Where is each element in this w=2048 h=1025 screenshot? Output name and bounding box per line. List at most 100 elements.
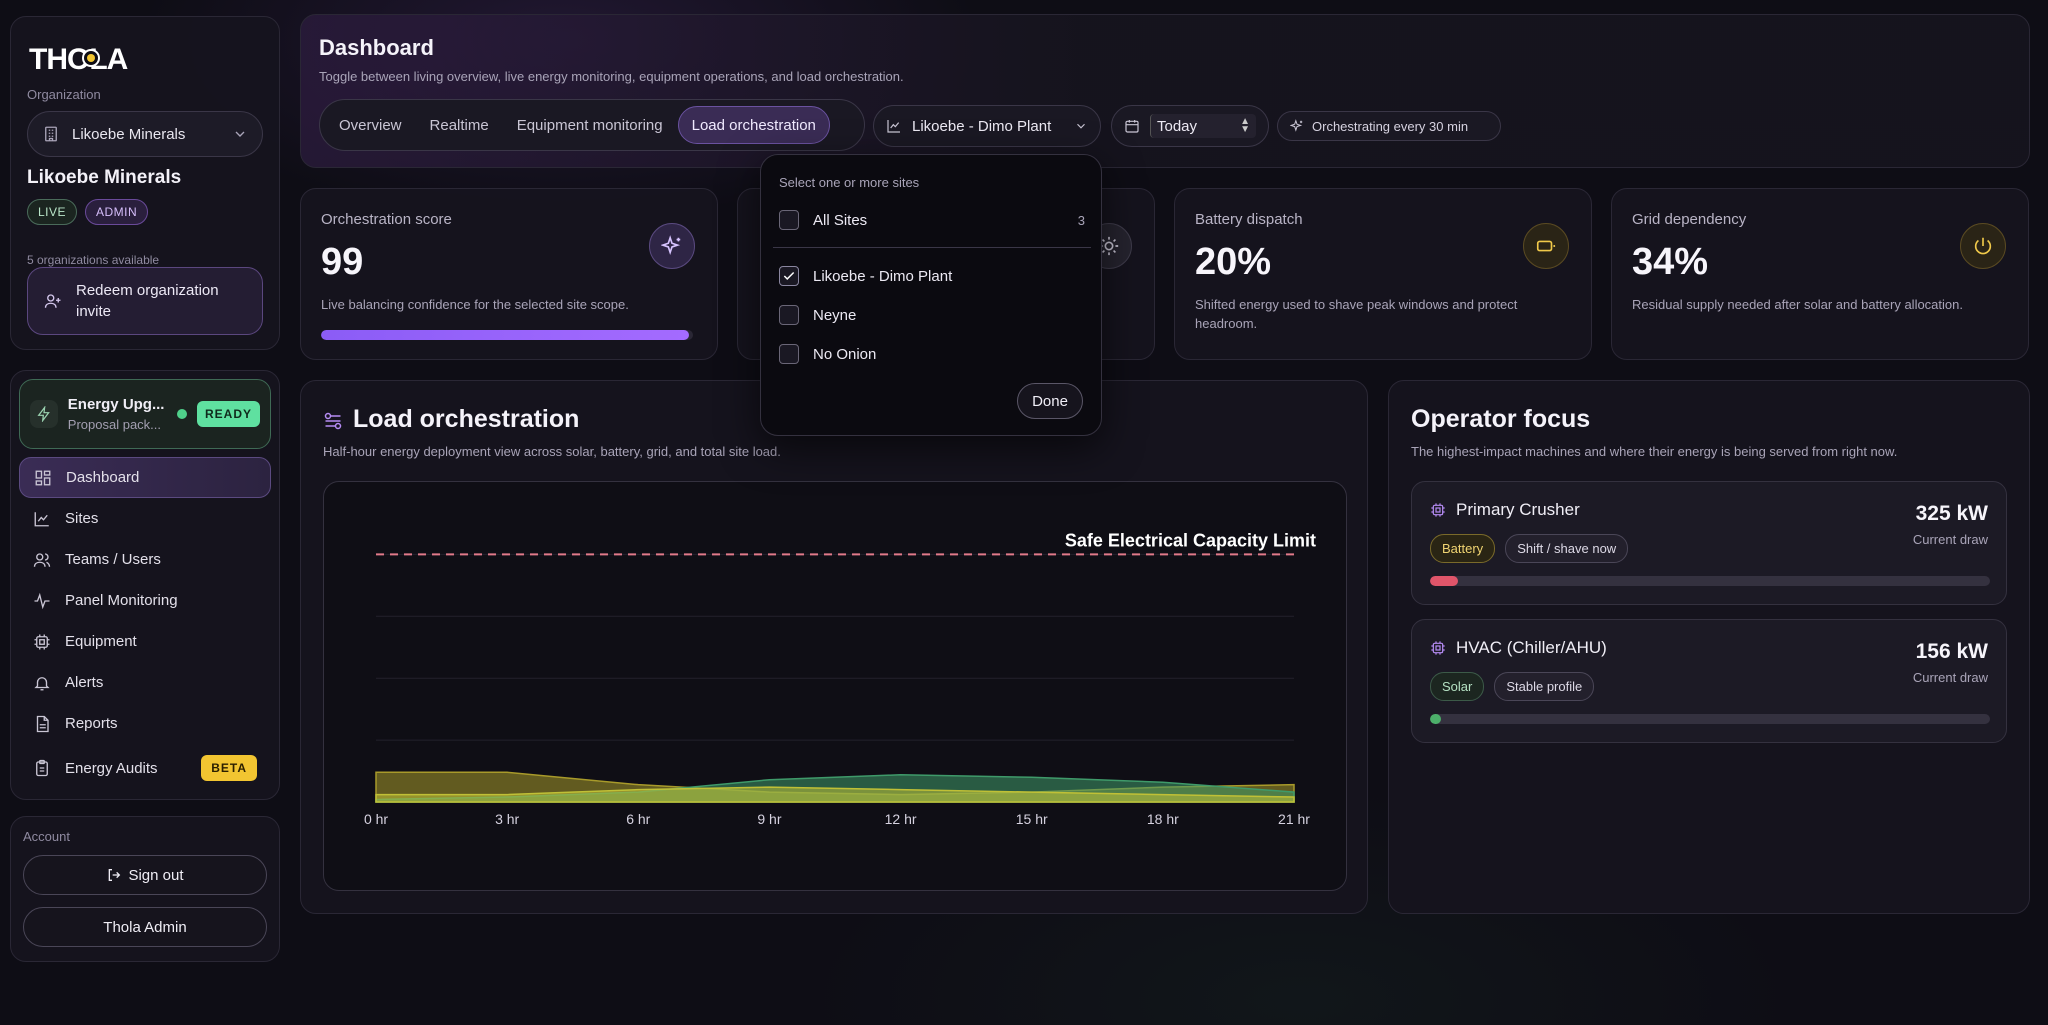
- done-button[interactable]: Done: [1017, 383, 1083, 419]
- kpi-value: 99: [321, 241, 364, 283]
- site-option-label: No Onion: [813, 345, 877, 363]
- action-tag: Stable profile: [1494, 672, 1595, 701]
- machine-draw-caption: Current draw: [1912, 532, 1988, 547]
- thola-logo[interactable]: THOLA: [29, 37, 149, 77]
- orchestration-score-bar: [321, 330, 693, 340]
- energy-upgrade-card[interactable]: Energy Upg... Proposal pack... READY: [19, 379, 271, 449]
- site-option-likoebe-dimo-plant[interactable]: Likoebe - Dimo Plant: [779, 261, 1085, 291]
- checkbox[interactable]: [779, 344, 799, 364]
- nav-item-label: Dashboard: [66, 469, 140, 486]
- kpi-description: Residual supply needed after solar and b…: [1632, 297, 1963, 312]
- organization-panel: THOLA Organization Likoebe Minerals Liko…: [10, 16, 280, 350]
- load-orchestration-panel: Load orchestration Half-hour energy depl…: [300, 380, 1368, 914]
- tab-realtime[interactable]: Realtime: [429, 116, 489, 134]
- machine-load-bar: [1430, 714, 1990, 724]
- bell-icon: [33, 674, 51, 692]
- nav-item-label: Reports: [65, 715, 118, 732]
- sign-out-button[interactable]: Sign out: [23, 855, 267, 895]
- capacity-limit-label: Safe Electrical Capacity Limit: [1065, 530, 1316, 550]
- clipboard-icon: [33, 759, 51, 777]
- nav-item-reports[interactable]: Reports: [19, 703, 271, 744]
- cpu-icon: [1430, 502, 1446, 518]
- nav-item-teams-users[interactable]: Teams / Users: [19, 539, 271, 580]
- site-select-value: Likoebe - Dimo Plant: [912, 117, 1052, 135]
- nav-item-equipment[interactable]: Equipment: [19, 621, 271, 662]
- ready-badge: READY: [196, 401, 260, 427]
- date-select[interactable]: Today ▲ ▼: [1111, 105, 1269, 147]
- activity-icon: [33, 592, 51, 610]
- date-select-value: Today: [1157, 117, 1198, 135]
- organization-select[interactable]: Likoebe Minerals: [27, 111, 263, 157]
- machine-card-hvac[interactable]: HVAC (Chiller/AHU) 156 kW Current draw S…: [1411, 619, 2007, 743]
- nav-item-label: Sites: [65, 510, 99, 527]
- site-option-neyne[interactable]: Neyne: [779, 300, 1085, 330]
- checkbox[interactable]: [779, 266, 799, 286]
- sparkles-icon: [1290, 119, 1304, 133]
- admin-badge: ADMIN: [85, 199, 149, 225]
- machine-draw-caption: Current draw: [1912, 670, 1988, 685]
- site-dropdown-heading: Select one or more sites: [779, 175, 920, 190]
- tab-equipment-monitoring[interactable]: Equipment monitoring: [516, 116, 663, 134]
- machine-card-primary-crusher[interactable]: Primary Crusher 325 kW Current draw Batt…: [1411, 481, 2007, 605]
- building-icon: [42, 125, 60, 143]
- load-orchestration-title: Load orchestration: [353, 405, 580, 433]
- file-icon: [33, 715, 51, 733]
- site-option-all[interactable]: All Sites 3: [779, 205, 1085, 235]
- date-select-field[interactable]: Today ▲ ▼: [1150, 114, 1256, 138]
- calendar-icon: [1124, 118, 1140, 134]
- operator-focus-title: Operator focus: [1411, 405, 1591, 433]
- nav-list: Dashboard Sites Teams / Users Panel Moni…: [19, 457, 271, 792]
- organization-select-value: Likoebe Minerals: [72, 125, 186, 143]
- site-option-label: All Sites: [813, 211, 868, 229]
- x-tick-label: 3 hr: [495, 811, 519, 827]
- organization-count: 5 organizations available: [27, 253, 160, 267]
- kpi-grid-dependency: Grid dependency 34% Residual supply need…: [1611, 188, 2029, 360]
- x-tick-label: 0 hr: [364, 811, 388, 827]
- admin-user-button[interactable]: Thola Admin: [23, 907, 267, 947]
- orchestration-interval-chip: Orchestrating every 30 min: [1277, 111, 1501, 141]
- user-plus-icon: [44, 292, 62, 310]
- checkbox[interactable]: [779, 305, 799, 325]
- site-dropdown: Select one or more sites All Sites 3 Lik…: [760, 154, 1102, 436]
- nav-item-label: Teams / Users: [65, 551, 161, 568]
- area-series-2: [375, 786, 1295, 803]
- site-option-label: Neyne: [813, 306, 857, 324]
- nav-item-panel-monitoring[interactable]: Panel Monitoring: [19, 580, 271, 621]
- divider: [773, 247, 1091, 248]
- chart-icon: [886, 118, 902, 134]
- tab-overview[interactable]: Overview: [339, 116, 402, 134]
- dashboard-icon: [34, 469, 52, 487]
- view-tabs: Overview Realtime Equipment monitoring L…: [319, 99, 865, 151]
- site-option-label: Likoebe - Dimo Plant: [813, 267, 953, 285]
- x-tick-label: 15 hr: [1016, 811, 1048, 827]
- tab-load-orchestration[interactable]: Load orchestration: [677, 106, 830, 144]
- checkbox[interactable]: [779, 210, 799, 230]
- site-select[interactable]: Likoebe - Dimo Plant: [873, 105, 1101, 147]
- x-tick-label: 12 hr: [885, 811, 917, 827]
- machine-draw: 156 kW: [1915, 640, 1988, 663]
- nav-item-dashboard[interactable]: Dashboard: [19, 457, 271, 498]
- nav-item-label: Panel Monitoring: [65, 592, 178, 609]
- battery-icon: [1523, 223, 1569, 269]
- cpu-icon: [1430, 640, 1446, 656]
- check-icon: [782, 269, 796, 283]
- kpi-label: Orchestration score: [321, 211, 452, 228]
- redeem-invite-label: Redeem organization invite: [76, 282, 219, 320]
- nav-item-energy-audits[interactable]: Energy Audits BETA: [19, 744, 271, 792]
- kpi-description: Live balancing confidence for the select…: [321, 297, 629, 312]
- nav-item-sites[interactable]: Sites: [19, 498, 271, 539]
- kpi-value: 20%: [1195, 241, 1272, 283]
- site-option-no-onion[interactable]: No Onion: [779, 339, 1085, 369]
- load-chart: Safe Electrical Capacity Limit 0 hr 3 hr 6…: [323, 481, 1347, 891]
- kpi-description: Shifted energy used to shave peak window…: [1195, 297, 1518, 331]
- nav-item-label: Alerts: [65, 674, 104, 691]
- chevron-down-icon: [232, 126, 248, 142]
- sparkles-icon: [649, 223, 695, 269]
- logo-text: THOLA: [29, 43, 128, 76]
- site-count: 3: [1077, 212, 1085, 228]
- nav-item-alerts[interactable]: Alerts: [19, 662, 271, 703]
- sliders-icon: [323, 411, 343, 431]
- machine-load-fill: [1430, 714, 1442, 724]
- action-tag: Shift / shave now: [1505, 534, 1629, 563]
- redeem-invite-button[interactable]: Redeem organization invite: [27, 267, 263, 335]
